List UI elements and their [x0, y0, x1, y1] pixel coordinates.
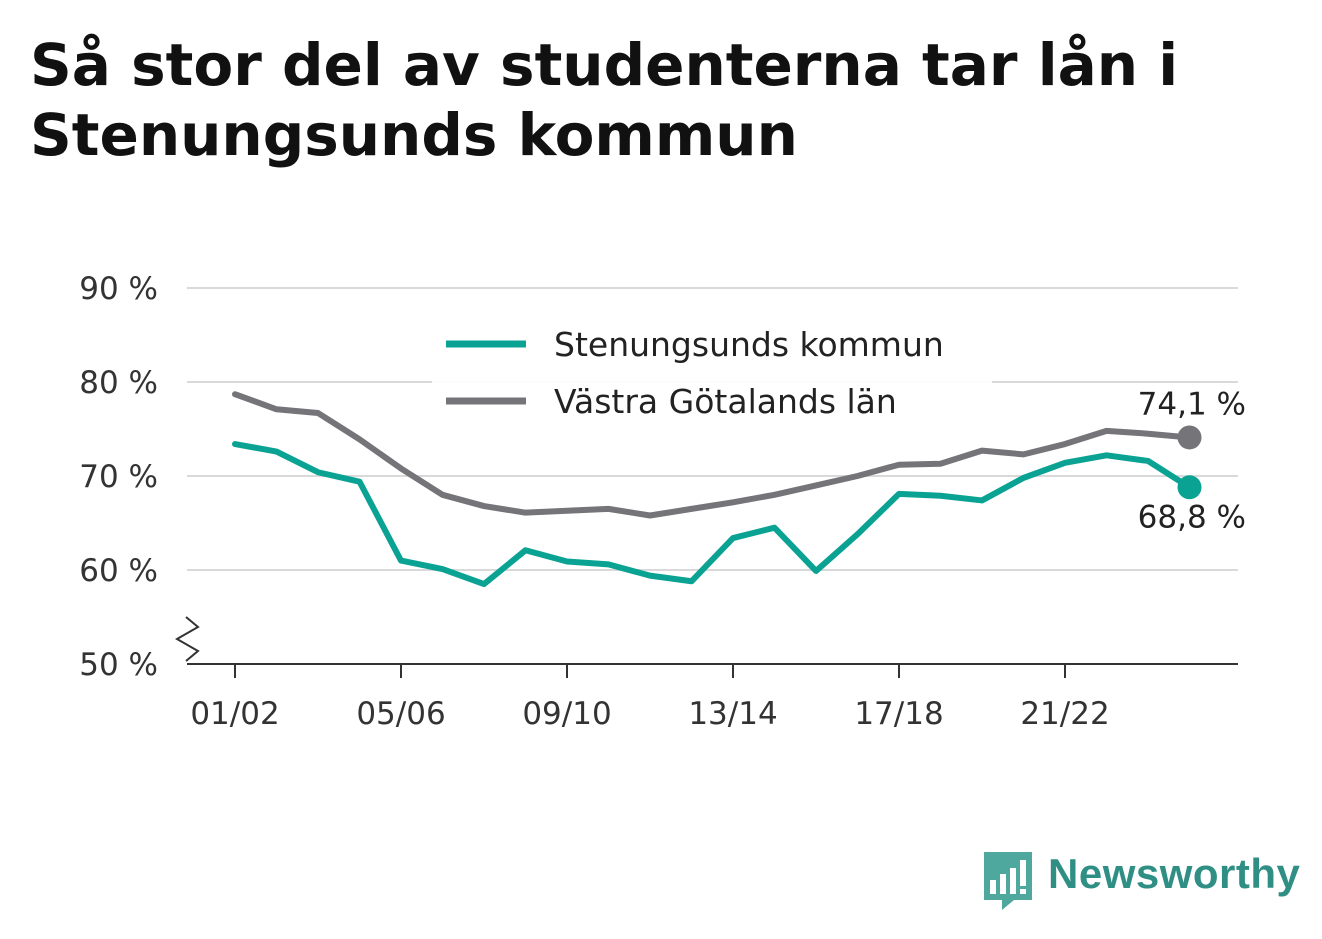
y-tick-label: 60 % [79, 553, 158, 589]
series-lines [232, 391, 1202, 588]
y-tick-label: 80 % [79, 365, 158, 401]
series-line-stenungsund [232, 441, 1193, 588]
legend-background [432, 318, 992, 430]
legend: Stenungsunds kommun Västra Götalands län [432, 318, 992, 430]
y-tick-label: 70 % [79, 459, 158, 495]
axis-break-marker [174, 616, 200, 662]
series-end-label: 68,8 % [1138, 499, 1246, 535]
logo-wordmark: Newsworthy [1048, 850, 1301, 897]
series-end-label: 74,1 % [1138, 386, 1246, 422]
legend-label: Stenungsunds kommun [554, 325, 944, 364]
x-tick-label: 17/18 [854, 696, 943, 732]
y-tick-label: 90 % [79, 271, 158, 307]
x-tick-label: 09/10 [522, 696, 611, 732]
series-end-point [1177, 475, 1202, 500]
x-tick-label: 05/06 [356, 696, 445, 732]
y-tick-label: 50 % [79, 647, 158, 683]
chart-title: Så stor del av studenterna tar lån i Ste… [30, 31, 1179, 169]
x-tick-label: 01/02 [190, 696, 279, 732]
end-labels: 74,1 % 68,8 % [1138, 386, 1246, 535]
newsworthy-logo-icon [984, 852, 1032, 910]
newsworthy-logo: Newsworthy [980, 848, 1300, 912]
x-tick-label: 13/14 [688, 696, 777, 732]
series-line-vastra-gotaland [232, 391, 1193, 519]
x-tick-label: 21/22 [1020, 696, 1109, 732]
series-end-point [1177, 425, 1202, 450]
legend-label: Västra Götalands län [554, 382, 897, 421]
axes: 50 % 60 % 70 % 80 % 90 % 01/02 05/06 09/10 13/14… [79, 271, 1238, 732]
